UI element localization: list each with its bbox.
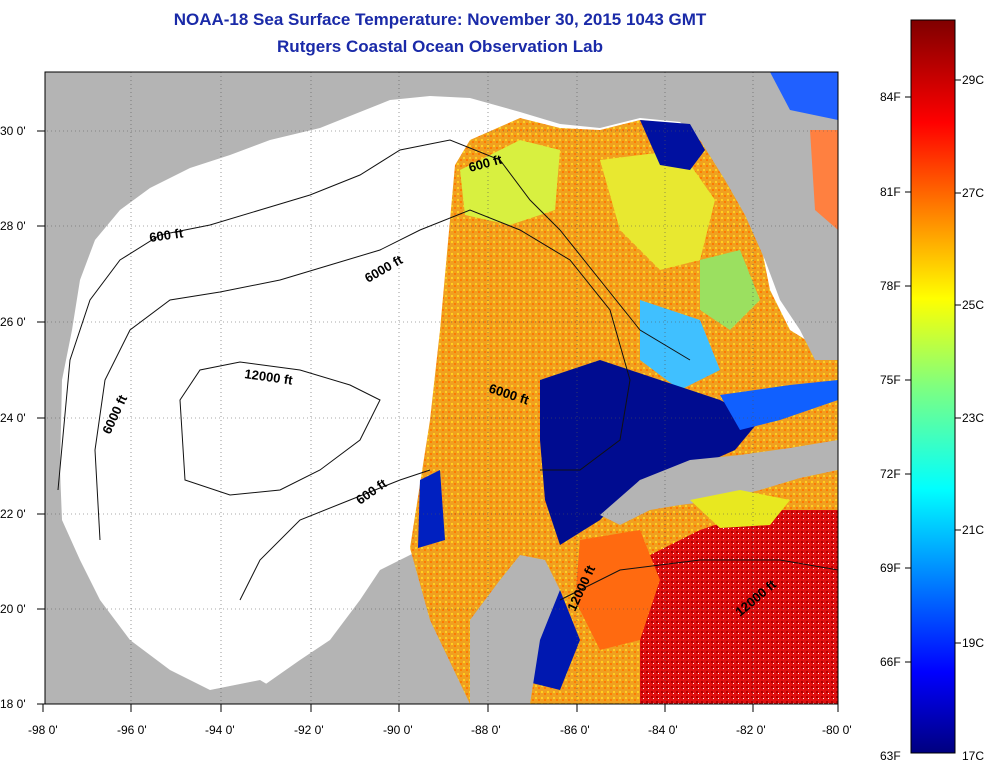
lat-label: 26 0': [0, 315, 26, 329]
bathymetry-contours: [57, 139, 838, 601]
lat-label: 20 0': [0, 602, 26, 616]
lon-label: -92 0': [294, 723, 324, 737]
colorbar-c-label: 25C: [962, 298, 984, 312]
colorbar-c-label: 19C: [962, 636, 984, 650]
sst-cold-west-edge: [418, 470, 445, 548]
cuba-south-shelf: [690, 490, 790, 528]
map-subtitle: Rutgers Coastal Ocean Observation Lab: [277, 37, 603, 56]
mexico-land: [45, 440, 520, 704]
sst-cold-yucatan-channel: [540, 360, 760, 545]
colorbar-f-label: 75F: [880, 373, 901, 387]
colorbar-f-label: 69F: [880, 561, 901, 575]
colorbar-f-label: 84F: [880, 90, 901, 104]
contour-600ft-south: [239, 469, 431, 601]
cuba-land: [600, 440, 838, 525]
colorbar-c-label: 17C: [962, 749, 984, 763]
lon-label: -80 0': [822, 723, 852, 737]
yucatan-land: [470, 555, 560, 704]
sst-patch-cyan: [640, 300, 720, 390]
lat-label: 22 0': [0, 507, 26, 521]
colorbar-c-labels: 29C 27C 25C 23C 21C 19C 17C: [962, 73, 984, 763]
colorbar-f-label: 63F: [880, 749, 901, 763]
contour-12000ft-caribbean: [559, 559, 838, 601]
contour-600ft: [57, 139, 691, 491]
sst-patch-yellow-nw: [460, 140, 560, 225]
lon-label: -98 0': [28, 723, 58, 737]
axis-ticks: [37, 130, 839, 712]
lon-label: -82 0': [736, 723, 766, 737]
graticule: [45, 72, 838, 704]
lon-label: -88 0': [471, 723, 501, 737]
lon-label: -84 0': [648, 723, 678, 737]
lat-labels: 18 0' 20 0' 22 0' 24 0' 26 0' 28 0' 30 0…: [0, 124, 26, 711]
colorbar-f-label: 66F: [880, 655, 901, 669]
contour-6000ft: [94, 209, 631, 541]
sst-cold-straits: [720, 380, 838, 430]
sst-hot-caribbean: [640, 510, 838, 704]
contour-12000ft: [179, 361, 381, 496]
lon-label: -86 0': [560, 723, 590, 737]
lon-labels: -98 0' -96 0' -94 0' -92 0' -90 0' -88 0…: [28, 723, 852, 737]
sst-patch-green: [700, 250, 760, 330]
colorbar: [910, 19, 956, 754]
map-title: NOAA-18 Sea Surface Temperature: Novembe…: [173, 10, 707, 29]
lat-label: 28 0': [0, 219, 26, 233]
florida-land: [700, 140, 838, 360]
bahamas-area: [770, 72, 838, 120]
lon-label: -90 0': [383, 723, 413, 737]
colorbar-f-label: 72F: [880, 467, 901, 481]
colorbar-f-label: 81F: [880, 185, 901, 199]
colorbar-f-labels: 84F 81F 78F 75F 72F 69F 66F 63F: [880, 90, 901, 763]
colorbar-c-label: 29C: [962, 73, 984, 87]
lat-label: 24 0': [0, 411, 26, 425]
sst-patch-yellow-ne: [600, 150, 715, 270]
sst-cold-florida-shelf: [640, 120, 705, 170]
colorbar-ticks: [905, 79, 961, 663]
lat-label: 18 0': [0, 697, 26, 711]
sst-orange-caribbean: [575, 530, 660, 650]
colorbar-f-label: 78F: [880, 279, 901, 293]
lon-label: -96 0': [117, 723, 147, 737]
colorbar-c-label: 27C: [962, 186, 984, 200]
map-layers: 600 ft 600 ft 600 ft 6000 ft 6000 ft 600…: [45, 72, 838, 704]
lon-label: -94 0': [205, 723, 235, 737]
colorbar-c-label: 23C: [962, 411, 984, 425]
colorbar-c-label: 21C: [962, 523, 984, 537]
lat-label: 30 0': [0, 124, 26, 138]
atlantic-warm: [810, 130, 838, 230]
contour-label-600-nw: 600 ft: [148, 225, 184, 245]
contour-label-12000-c: 12000 ft: [244, 366, 295, 388]
